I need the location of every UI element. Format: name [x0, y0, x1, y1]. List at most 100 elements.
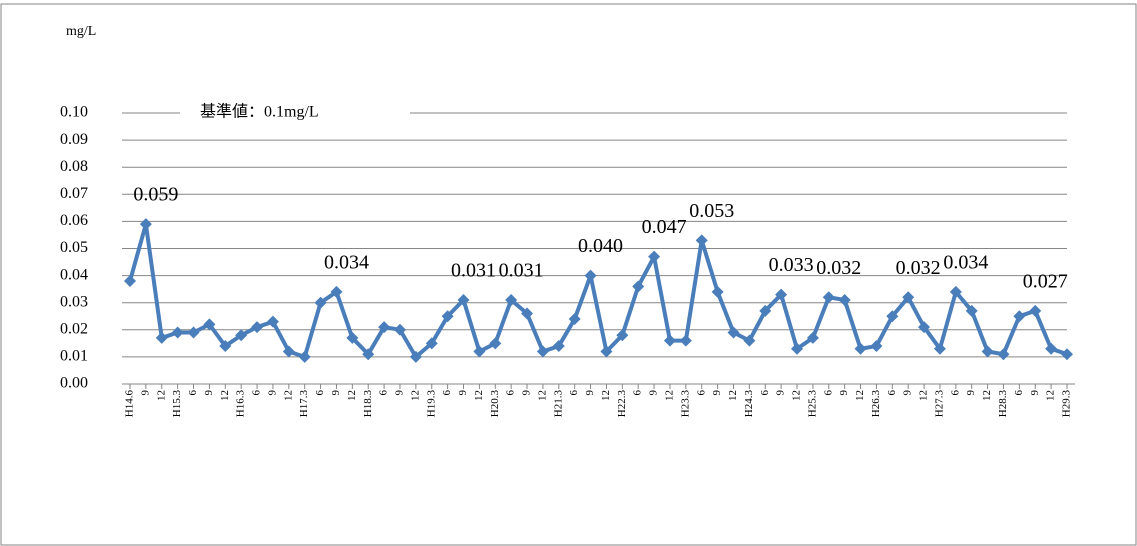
data-label: 0.040 [578, 235, 623, 257]
x-tick-label: 6 [505, 390, 517, 396]
data-point [457, 293, 470, 306]
data-point [330, 285, 343, 298]
data-point [949, 285, 962, 298]
x-tick-label: H16.3 [235, 390, 247, 418]
data-point [695, 234, 708, 247]
x-tick-label: H14.6 [124, 390, 136, 418]
x-tick-label: 12 [854, 390, 866, 401]
x-tick-label: 9 [1029, 390, 1041, 396]
x-tick-label: 12 [155, 390, 167, 401]
data-point [1029, 304, 1042, 317]
data-label: 0.033 [769, 254, 814, 276]
data-point [981, 345, 994, 358]
data-point [393, 323, 406, 336]
x-tick-label: 12 [918, 390, 930, 401]
x-tick-label: 6 [759, 390, 771, 396]
x-tick-label: 9 [902, 390, 914, 396]
x-tick-label: 12 [600, 390, 612, 401]
x-tick-label: 12 [727, 390, 739, 401]
x-tick-label: H21.3 [552, 390, 564, 418]
data-point [552, 340, 565, 353]
data-point [139, 218, 152, 231]
data-point [298, 350, 311, 363]
x-tick-label: 6 [187, 390, 199, 396]
x-tick-label: 9 [838, 390, 850, 396]
x-tick-label: H18.3 [362, 390, 374, 418]
data-point [155, 331, 168, 344]
y-tick-label: 0.08 [60, 158, 88, 175]
data-point [743, 334, 756, 347]
x-tick-label: 6 [949, 390, 961, 396]
data-point [441, 310, 454, 323]
data-label: 0.031 [451, 260, 496, 282]
reference-label-bg [180, 103, 410, 123]
x-tick-label: 9 [394, 390, 406, 396]
data-point [124, 275, 136, 288]
data-point [616, 329, 629, 342]
data-point [775, 288, 788, 301]
reference-label: 基準値：0.1mg/L [200, 103, 319, 121]
data-point [806, 331, 819, 344]
data-point [536, 345, 549, 358]
x-tick-label: 9 [711, 390, 723, 396]
x-tick-label: 6 [441, 390, 453, 396]
y-tick-label: 0.03 [60, 293, 88, 310]
data-point [521, 307, 534, 320]
data-point [409, 350, 422, 363]
data-point [822, 291, 835, 304]
data-point [568, 312, 581, 325]
y-tick-label: 0.10 [60, 104, 88, 121]
data-point [187, 326, 200, 339]
data-point [870, 340, 883, 353]
data-point [489, 337, 502, 350]
data-label: 0.034 [943, 251, 988, 273]
x-tick-label: 12 [282, 390, 294, 401]
y-tick-label: 0.01 [60, 348, 88, 365]
x-tick-label: H15.3 [171, 390, 183, 418]
data-point [648, 250, 661, 263]
data-point [965, 304, 978, 317]
data-label: 0.053 [689, 200, 734, 222]
data-point [584, 269, 597, 282]
data-point [171, 326, 184, 339]
data-label: 0.047 [642, 216, 687, 238]
x-tick-label: H27.3 [933, 390, 945, 418]
y-tick-label: 0.05 [60, 239, 88, 256]
x-tick-label: H19.3 [425, 390, 437, 418]
x-tick-label: H22.3 [616, 390, 628, 418]
x-tick-label: 12 [663, 390, 675, 401]
x-tick-label: 6 [1013, 390, 1025, 396]
x-tick-label: 9 [775, 390, 787, 396]
x-tick-label: 6 [378, 390, 390, 396]
y-tick-label: 0.00 [60, 375, 88, 392]
x-tick-label: 12 [536, 390, 548, 401]
x-tick-label: 9 [139, 390, 151, 396]
y-tick-label: 0.09 [60, 131, 88, 148]
data-point [282, 345, 295, 358]
data-label: 0.027 [1023, 270, 1068, 292]
data-point [1045, 342, 1058, 355]
data-point [314, 296, 327, 309]
data-point [759, 304, 772, 317]
data-point [679, 334, 692, 347]
data-point [362, 348, 375, 361]
x-tick-label: 9 [965, 390, 977, 396]
data-point [378, 321, 391, 334]
data-point [727, 326, 740, 339]
x-tick-label: H17.3 [298, 390, 310, 418]
data-point [505, 293, 518, 306]
x-tick-label: 9 [648, 390, 660, 396]
x-tick-label: H26.3 [870, 390, 882, 418]
data-point [251, 321, 264, 334]
data-label: 0.032 [816, 257, 861, 279]
x-tick-label: 6 [886, 390, 898, 396]
x-tick-label: H20.3 [489, 390, 501, 418]
data-point [235, 329, 248, 342]
x-tick-label: 9 [330, 390, 342, 396]
y-tick-label: 0.06 [60, 212, 88, 229]
x-tick-label: 12 [791, 390, 803, 401]
x-tick-label: 6 [822, 390, 834, 396]
x-tick-label: 9 [203, 390, 215, 396]
chart-frame [0, 3, 1137, 546]
